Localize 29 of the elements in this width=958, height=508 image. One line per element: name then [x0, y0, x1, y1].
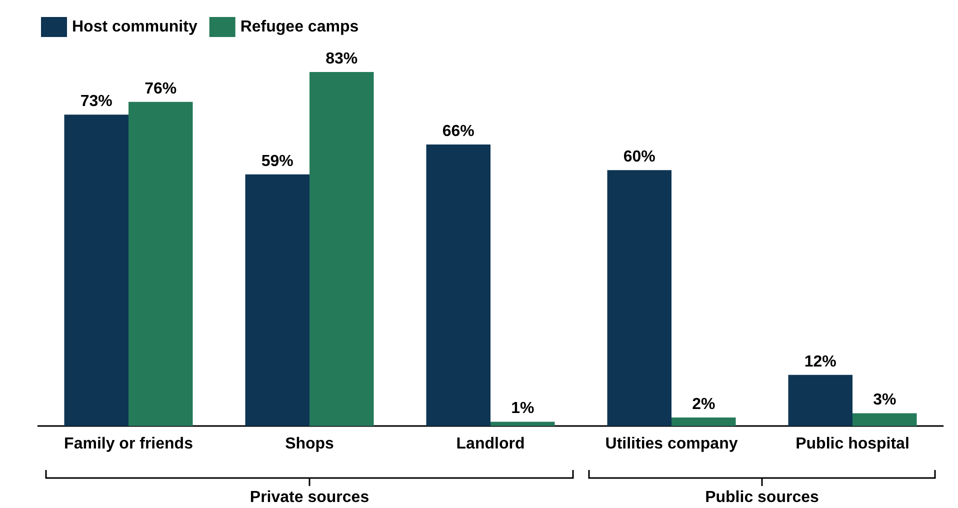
bar	[672, 417, 736, 426]
data-label: 2%	[692, 396, 716, 413]
data-label: 66%	[442, 123, 474, 140]
bar	[128, 102, 193, 426]
data-label: 12%	[804, 353, 836, 370]
text: Private sources	[250, 489, 370, 506]
data-label: 60%	[623, 148, 656, 166]
legend-label: Host community	[72, 18, 198, 36]
bar	[490, 422, 555, 426]
x-tick-label: Landlord	[456, 436, 525, 452]
x-tick-label: Family or friends	[64, 436, 194, 452]
bar	[426, 144, 490, 426]
bar	[310, 72, 374, 426]
data-label: 76%	[144, 80, 177, 98]
bar	[852, 413, 917, 426]
bar	[788, 374, 852, 426]
data-label: 83%	[326, 50, 358, 68]
bar	[64, 114, 128, 426]
data-label: 1%	[511, 400, 534, 418]
data-label: 73%	[80, 93, 112, 110]
bar	[607, 170, 672, 426]
text: Public sources	[705, 489, 820, 506]
bar	[245, 174, 310, 426]
x-tick-label: Utilities company	[605, 436, 738, 452]
x-tick-label: Public hospital	[796, 436, 910, 452]
data-label: 3%	[873, 392, 896, 409]
x-tick-label: Shops	[285, 436, 334, 452]
legend-label: Refugee camps	[240, 18, 359, 36]
data-label: 59%	[261, 152, 294, 170]
